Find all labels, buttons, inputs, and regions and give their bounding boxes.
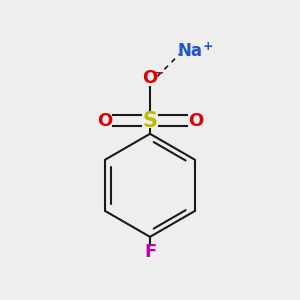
Text: O: O <box>142 69 158 87</box>
Text: O: O <box>188 112 203 130</box>
Text: +: + <box>203 40 213 53</box>
Text: O: O <box>97 112 112 130</box>
Text: Na: Na <box>177 42 202 60</box>
Text: F: F <box>144 243 156 261</box>
Text: S: S <box>142 111 158 130</box>
Text: −: − <box>154 66 164 79</box>
